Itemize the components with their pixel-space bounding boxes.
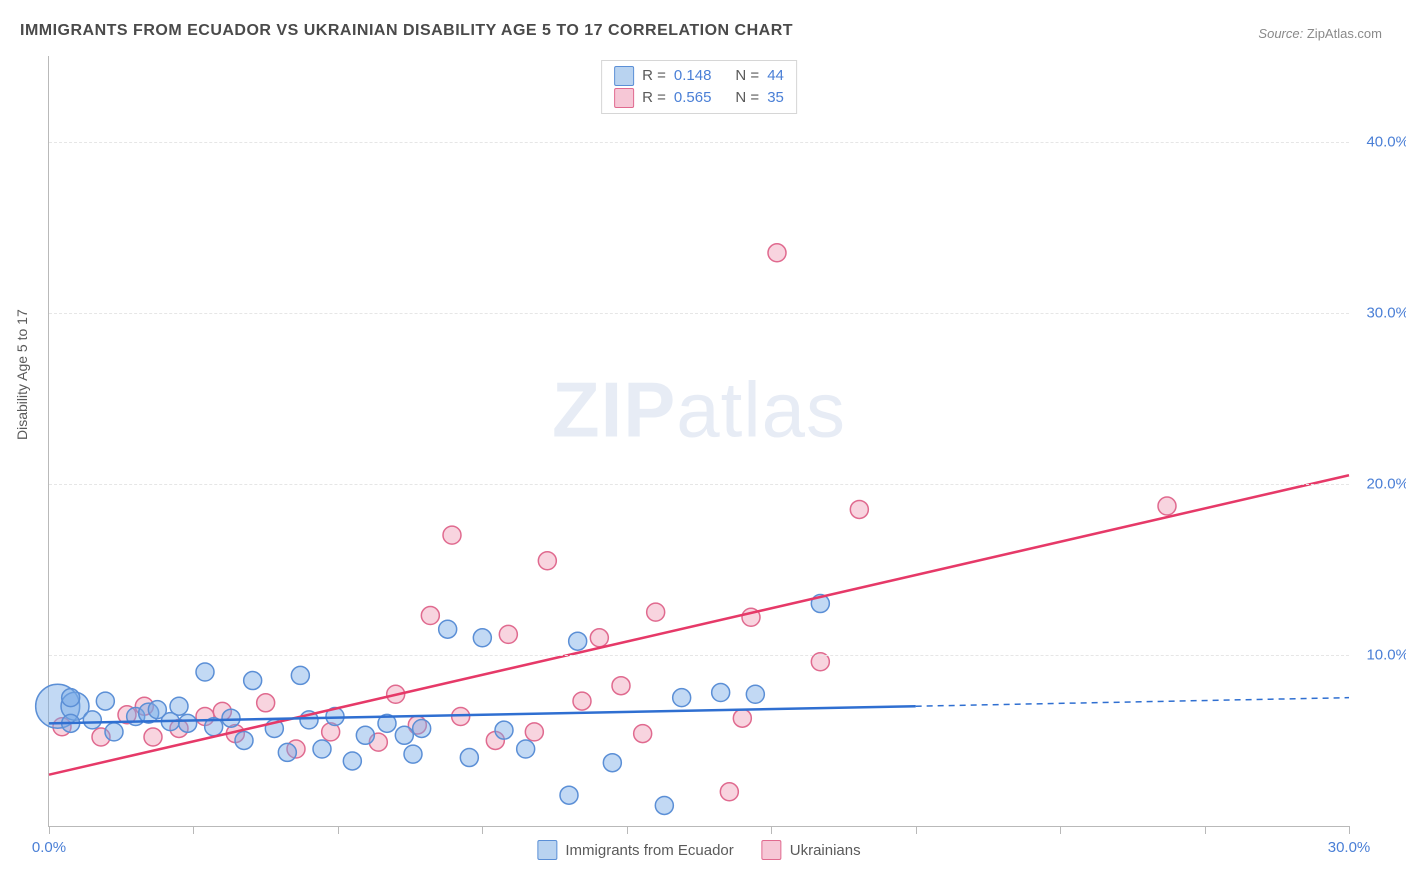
data-point [439, 620, 457, 638]
x-tick [1205, 826, 1206, 834]
x-tick [49, 826, 50, 834]
data-point [83, 711, 101, 729]
data-point [313, 740, 331, 758]
data-point [603, 754, 621, 772]
data-point [850, 500, 868, 518]
trend-line [916, 698, 1349, 707]
source-value: ZipAtlas.com [1307, 26, 1382, 41]
plot-area: ZIPatlas R = 0.148 N = 44 R = 0.565 N = … [48, 56, 1349, 827]
gridline [49, 313, 1349, 314]
x-tick [482, 826, 483, 834]
data-point [569, 632, 587, 650]
data-point [673, 689, 691, 707]
data-point [746, 685, 764, 703]
data-point [573, 692, 591, 710]
x-tick [916, 826, 917, 834]
source-label: Source: [1258, 26, 1303, 41]
y-tick-label: 20.0% [1353, 475, 1406, 492]
series-legend: Immigrants from Ecuador Ukrainians [537, 840, 860, 860]
legend-item-ecuador: Immigrants from Ecuador [537, 840, 733, 860]
x-tick [193, 826, 194, 834]
data-point [720, 783, 738, 801]
swatch-ukrainians [762, 840, 782, 860]
series-name: Immigrants from Ecuador [565, 842, 733, 859]
x-tick-label: 30.0% [1328, 839, 1371, 856]
data-point [612, 677, 630, 695]
data-point [768, 244, 786, 262]
data-point [495, 721, 513, 739]
y-tick-label: 10.0% [1353, 646, 1406, 663]
x-tick [771, 826, 772, 834]
data-point [235, 731, 253, 749]
data-point [278, 743, 296, 761]
data-point [421, 607, 439, 625]
data-point [538, 552, 556, 570]
data-point [144, 728, 162, 746]
source-attribution: Source: ZipAtlas.com [1258, 26, 1382, 41]
gridline [49, 655, 1349, 656]
data-point [404, 745, 422, 763]
data-point [525, 723, 543, 741]
data-point [395, 726, 413, 744]
data-point [733, 709, 751, 727]
data-point [499, 625, 517, 643]
scatter-svg [49, 56, 1349, 826]
data-point [647, 603, 665, 621]
data-point [590, 629, 608, 647]
chart-title: IMMIGRANTS FROM ECUADOR VS UKRAINIAN DIS… [20, 22, 793, 40]
data-point [634, 725, 652, 743]
x-tick [1060, 826, 1061, 834]
y-tick-label: 40.0% [1353, 133, 1406, 150]
data-point [291, 666, 309, 684]
data-point [170, 697, 188, 715]
data-point [1158, 497, 1176, 515]
data-point [560, 786, 578, 804]
data-point [244, 672, 262, 690]
data-point [517, 740, 535, 758]
data-point [96, 692, 114, 710]
x-tick [338, 826, 339, 834]
y-axis-label: Disability Age 5 to 17 [14, 309, 30, 440]
data-point [712, 684, 730, 702]
data-point [257, 694, 275, 712]
trend-line [49, 475, 1349, 774]
data-point [62, 689, 80, 707]
data-point [655, 796, 673, 814]
x-tick [627, 826, 628, 834]
gridline [49, 484, 1349, 485]
data-point [105, 723, 123, 741]
data-point [460, 749, 478, 767]
data-point [343, 752, 361, 770]
series-name: Ukrainians [790, 842, 861, 859]
data-point [196, 663, 214, 681]
data-point [356, 726, 374, 744]
swatch-ecuador [537, 840, 557, 860]
data-point [443, 526, 461, 544]
y-tick-label: 30.0% [1353, 304, 1406, 321]
x-tick [1349, 826, 1350, 834]
gridline [49, 142, 1349, 143]
data-point [473, 629, 491, 647]
legend-item-ukrainians: Ukrainians [762, 840, 861, 860]
data-point [222, 709, 240, 727]
data-point [413, 719, 431, 737]
x-tick-label: 0.0% [32, 839, 66, 856]
data-point [179, 714, 197, 732]
